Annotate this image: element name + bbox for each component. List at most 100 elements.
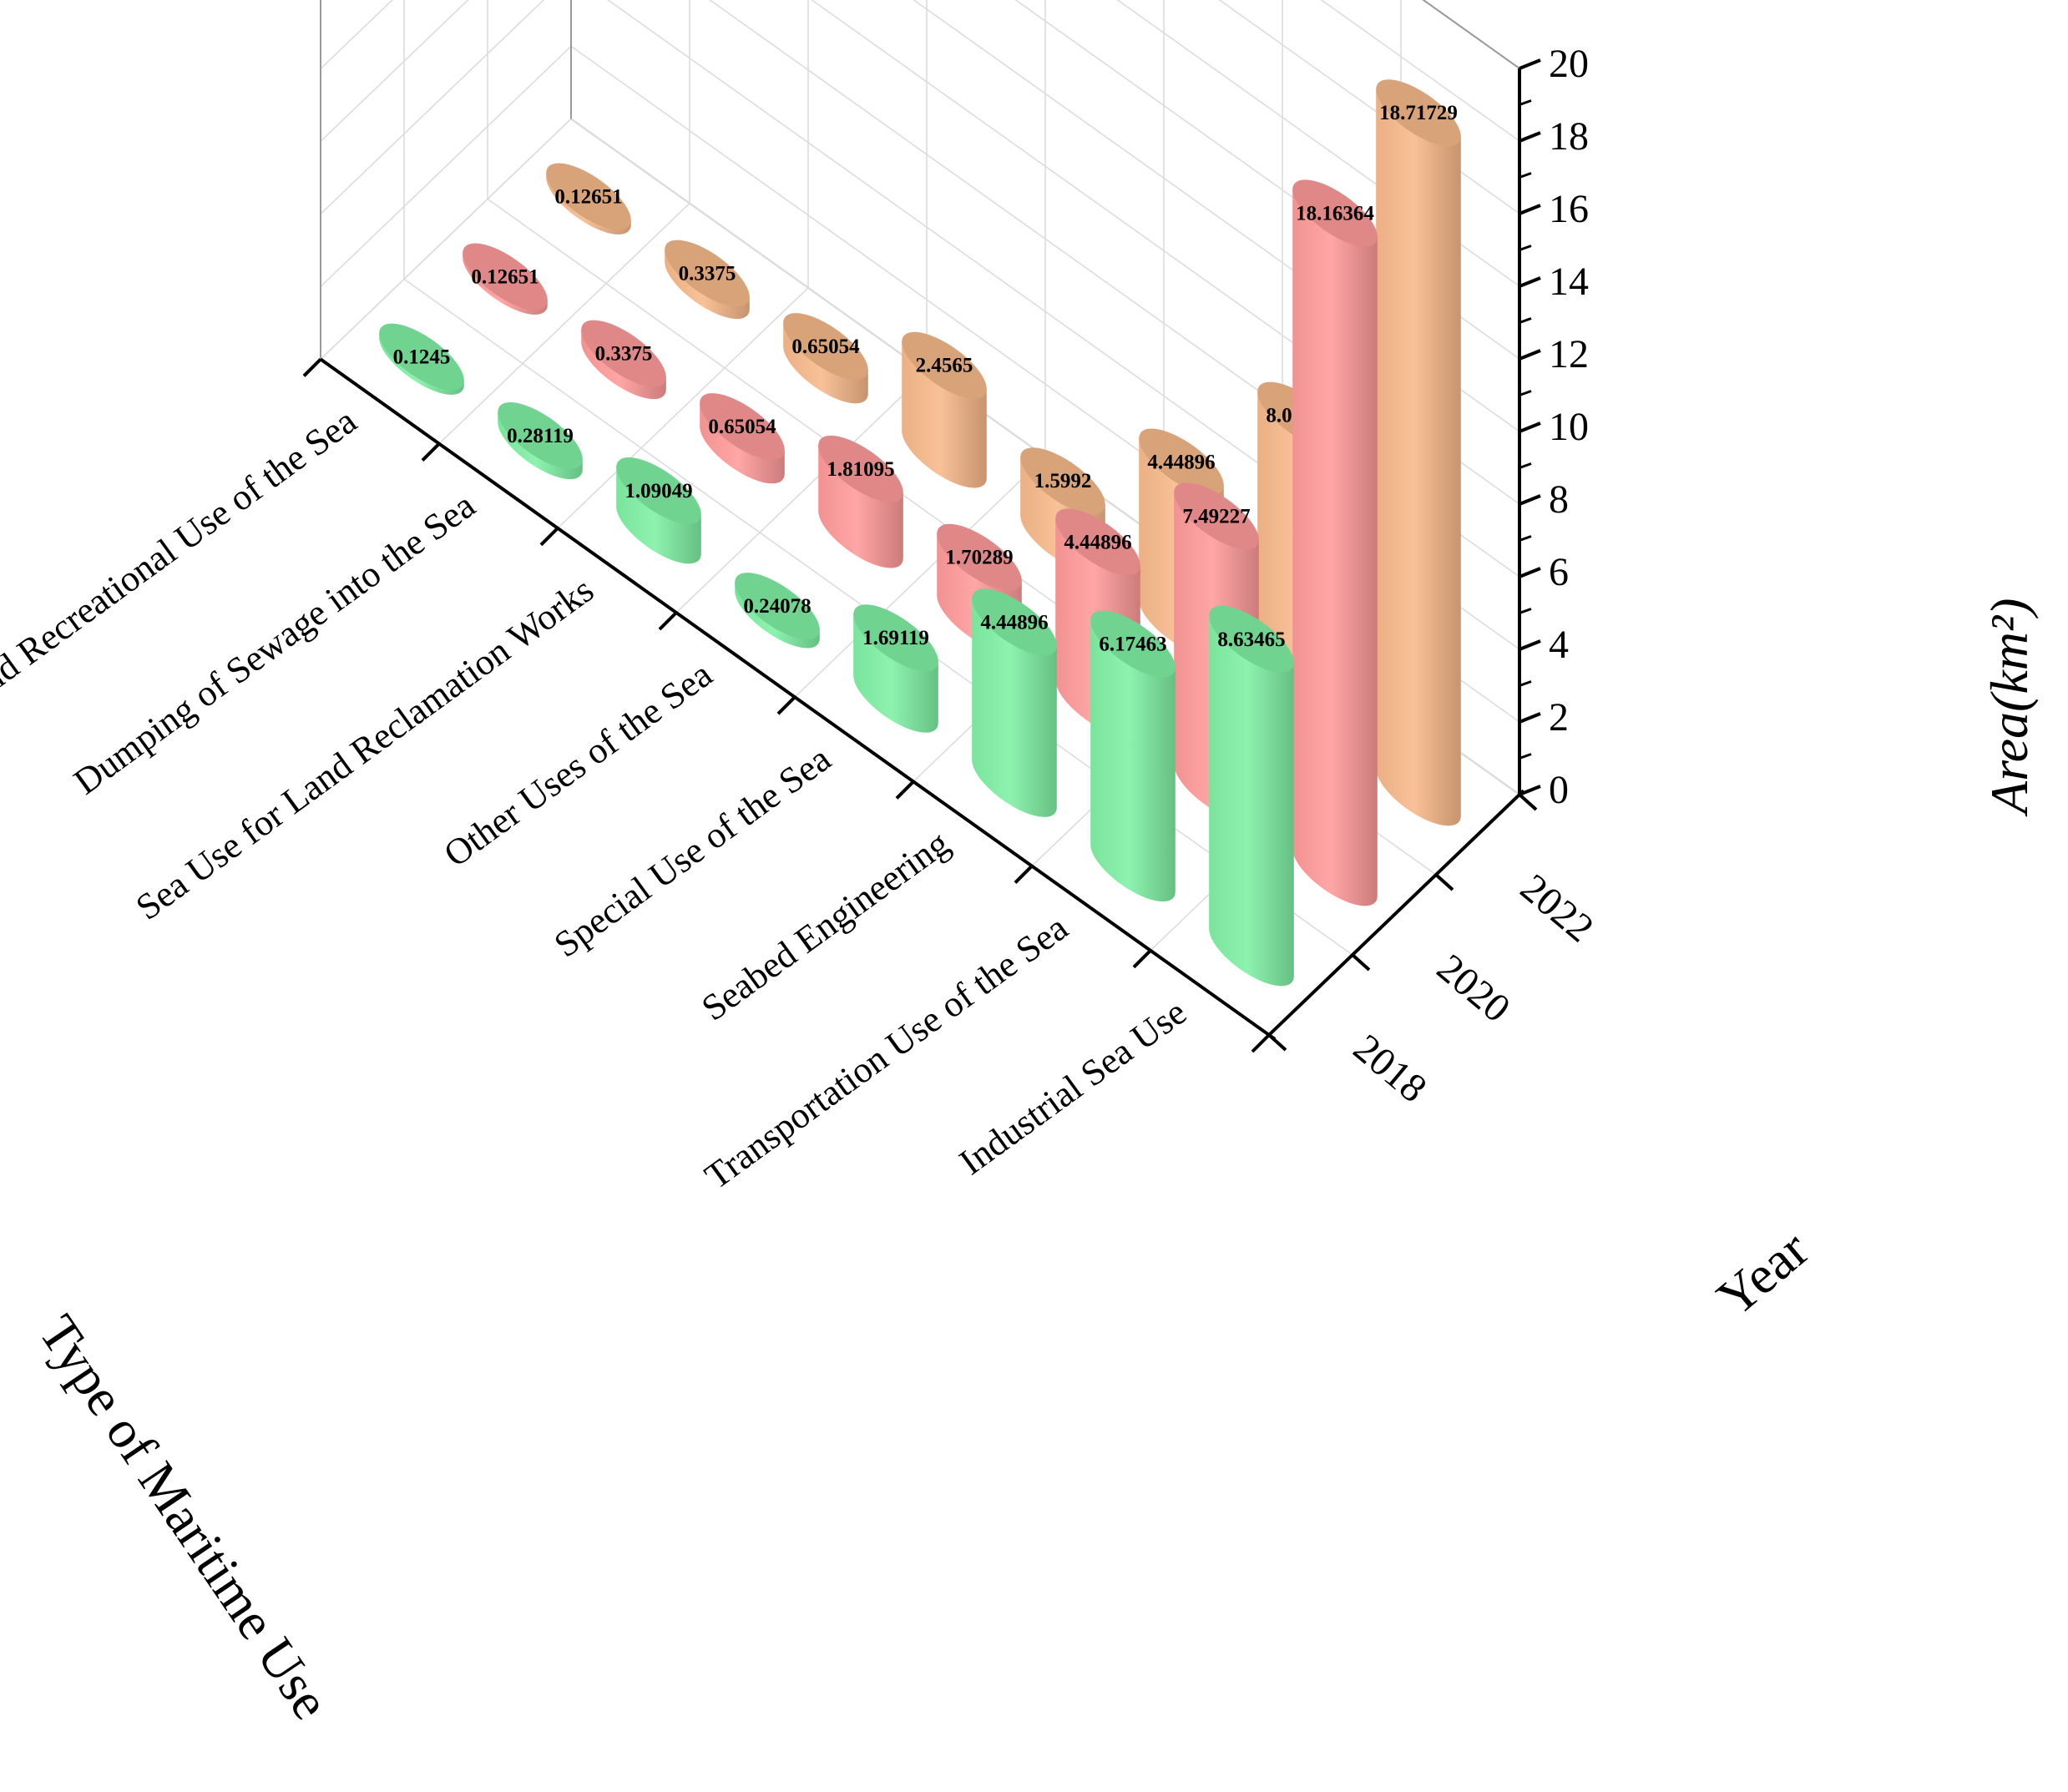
data-label: 0.65054 [791, 336, 860, 358]
z-tick-label: 2 [1549, 695, 1569, 740]
back-left-wall-gridline [1320, 0, 1520, 142]
bar-2022-5: 2.4565 [902, 331, 987, 488]
z-axis-tick [1519, 639, 1541, 651]
z-axis-tick [1519, 494, 1541, 506]
bar-2022-6: 0.65054 [783, 313, 868, 404]
year-axis-tick [1351, 953, 1371, 972]
bar-side [1090, 620, 1176, 902]
z-tick-label: 4 [1549, 623, 1569, 667]
back-left-wall-gridline [1218, 0, 1520, 215]
data-label: 0.1245 [393, 346, 451, 369]
back-right-wall-gridline [320, 0, 545, 215]
bar-2018-4: 1.69119 [853, 604, 938, 733]
bar-side [1209, 615, 1294, 987]
data-label: 4.44896 [1064, 531, 1131, 553]
z-tick-label: 10 [1549, 405, 1589, 449]
z-axis-tick [1519, 204, 1541, 215]
bar-top [818, 435, 903, 502]
y-axis-title: Year [1706, 1219, 1819, 1328]
data-label: 1.70289 [945, 547, 1013, 569]
category-axis-tick [895, 780, 915, 800]
bar-2018-2: 6.17463 [1090, 610, 1176, 902]
category-axis-tick [539, 527, 559, 547]
bar-top [665, 240, 750, 307]
bar-top [972, 588, 1057, 656]
category-tick-label: Industrial Sea Use [952, 992, 1194, 1183]
z-tick-label: 6 [1549, 550, 1569, 594]
bar-top [937, 523, 1022, 591]
bar-2018-3: 4.44896 [972, 588, 1057, 817]
z-axis-minor-tick [1519, 317, 1532, 324]
data-label: 2.4565 [916, 355, 973, 377]
data-label: 1.69119 [862, 627, 929, 649]
z-axis-tick [1519, 131, 1541, 143]
category-axis-tick [421, 442, 441, 462]
bar-2020-8: 0.12651 [463, 243, 548, 315]
category-tick-label: Seabed Engineering [694, 822, 956, 1028]
bar-top [616, 457, 701, 524]
bar-top [1209, 605, 1294, 673]
category-tick-label: Sea Use for Land Reclamation Works [129, 569, 601, 928]
z-tick-label: 8 [1549, 477, 1569, 522]
z-axis-minor-tick [1519, 172, 1532, 179]
bar-2020-1: 18.16364 [1292, 179, 1378, 906]
z-tick-label: 12 [1549, 332, 1589, 376]
bar-top [1292, 179, 1378, 247]
bar-2018-6: 1.09049 [616, 457, 701, 564]
category-axis-tick [1132, 949, 1152, 969]
floor-gridline [438, 203, 690, 445]
year-axis-tick [1267, 1033, 1287, 1052]
z-axis-tick [1519, 712, 1541, 724]
bar-2020-5: 1.81095 [818, 435, 903, 568]
bar-top [463, 243, 548, 310]
floor-gridline [557, 287, 809, 529]
bar-2018-8: 0.1245 [379, 323, 464, 395]
bar-top [1174, 482, 1259, 550]
data-label: 0.24078 [743, 595, 811, 618]
z-axis-minor-tick [1519, 608, 1532, 614]
z-axis-minor-tick [1519, 390, 1532, 396]
x-axis-title: Type of Maritime Use [28, 1305, 341, 1729]
bar-top [1139, 428, 1224, 496]
data-label: 4.44896 [980, 611, 1048, 634]
data-label: 0.3375 [679, 263, 736, 285]
bar-top [783, 313, 868, 381]
category-axis-tick [776, 695, 796, 715]
z-axis-tick [1519, 785, 1541, 796]
bar-2022-1: 18.71729 [1376, 79, 1461, 826]
z-axis-tick [1519, 349, 1541, 361]
z-tick-label: 0 [1549, 768, 1569, 812]
floor-gridline [320, 118, 572, 360]
back-left-wall-gridline [1116, 0, 1520, 287]
data-label: 18.16364 [1296, 202, 1374, 225]
z-axis-tick [1519, 421, 1541, 433]
bar-2022-7: 0.3375 [665, 240, 750, 320]
z-axis-minor-tick [1519, 753, 1532, 760]
data-label: 1.81095 [827, 458, 894, 481]
data-label: 0.12651 [554, 185, 622, 208]
z-axis-minor-tick [1519, 462, 1532, 469]
bar-top [1090, 610, 1176, 678]
year-axis-tick [1434, 873, 1454, 891]
z-tick-label: 16 [1549, 187, 1589, 231]
bar-2018-7: 0.28119 [498, 402, 583, 480]
z-axis-minor-tick [1519, 535, 1532, 542]
category-tick-label: Dumping of Sewage into the Sea [66, 485, 482, 803]
z-axis-tick [1519, 567, 1541, 578]
z-axis-minor-tick [1519, 99, 1532, 106]
data-label: 6.17463 [1099, 634, 1166, 656]
bar-side [1292, 189, 1378, 906]
bar-top [700, 393, 785, 461]
bars: 0.12651 0.12651 0.3375 0.1245 0.3375 0.65054 0… [379, 79, 1461, 987]
bar-2020-6: 0.65054 [700, 393, 785, 484]
category-axis-tick [1251, 1033, 1271, 1053]
bar-top [902, 331, 987, 399]
data-label: 0.12651 [471, 265, 538, 288]
category-axis-tick [1014, 865, 1034, 885]
bar-top [735, 573, 820, 640]
z-axis-tick [1519, 58, 1541, 70]
data-label: 0.28119 [507, 425, 574, 447]
year-tick-label: 2020 [1428, 946, 1519, 1031]
bar-2022-8: 0.12651 [546, 163, 631, 235]
